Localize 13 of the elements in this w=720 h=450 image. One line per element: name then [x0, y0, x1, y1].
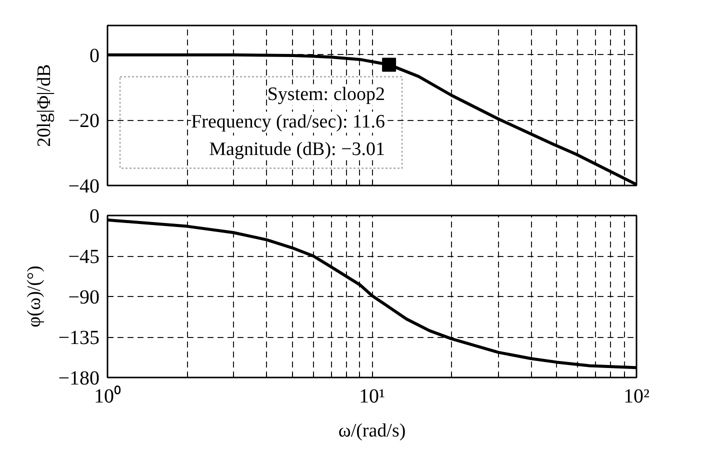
x-tick-label: 10¹ [359, 386, 385, 408]
x-tick-label: 10² [624, 386, 650, 408]
y-tick-label: 0 [90, 206, 100, 228]
y-tick-label: 0 [90, 44, 100, 67]
annotation: System: cloop2 Frequency (rad/sec): 11.6 Magnitude (dB): −3.01 [191, 84, 386, 160]
y-axis-title: φ(ω)/(°) [24, 266, 46, 328]
y-tick-label: −20 [68, 110, 100, 132]
y-tick-label: −135 [58, 327, 100, 349]
y-tick-label: −40 [68, 176, 100, 198]
x-axis-title: ω/(rad/s) [338, 420, 406, 442]
y-axis-title: 20lg|Φ|/dB [34, 64, 56, 147]
y-tick-label: −90 [68, 286, 100, 308]
y-tick-label: −45 [68, 246, 100, 268]
